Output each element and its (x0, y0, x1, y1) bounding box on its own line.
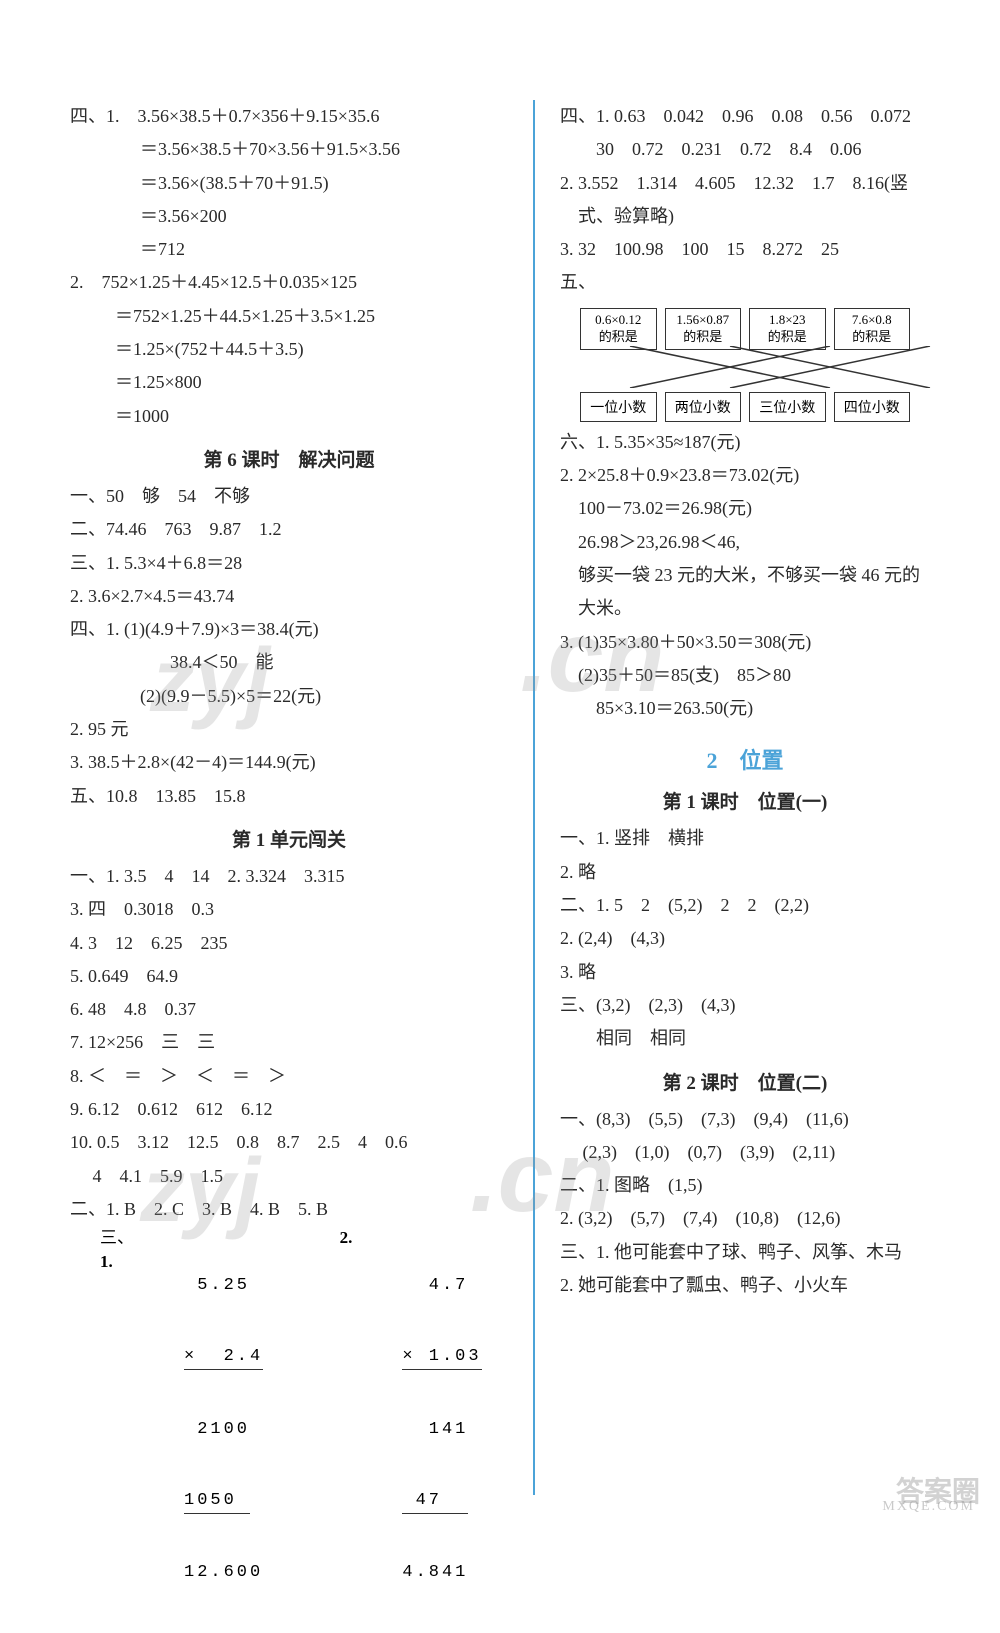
text-line: 2. 3.552 1.314 4.605 12.32 1.7 8.16(竖 (560, 167, 930, 200)
text-line: 二、1. 图略 (1,5) (560, 1169, 930, 1202)
text-line: 3. 四 0.3018 0.3 (70, 893, 508, 926)
text-line: 10. 0.5 3.12 12.5 0.8 8.7 2.5 4 0.6 (70, 1126, 508, 1159)
vertical-calculation: 三、1. 5.25 × 2.4 2100 1050 12.600 2. 4.7 … (70, 1226, 508, 1633)
text-line: 三、1. 5.3×4＋6.8＝28 (70, 547, 508, 580)
diagram-box: 1.8×23的积是 (749, 308, 826, 350)
text-line: 4. 3 12 6.25 235 (70, 927, 508, 960)
calc-row: 5.25 (184, 1274, 290, 1298)
diagram-box: 一位小数 (580, 392, 657, 422)
text-line: 9. 6.12 0.612 612 6.12 (70, 1093, 508, 1126)
text-line: 二、74.46 763 9.87 1.2 (70, 513, 508, 546)
text-line: 6. 48 4.8 0.37 (70, 993, 508, 1026)
matching-diagram: 0.6×0.12的积是 1.56×0.87的积是 1.8×23的积是 7.6×0… (580, 308, 910, 418)
text-line: ＝712 (70, 233, 508, 266)
diagram-box: 四位小数 (834, 392, 911, 422)
text-line: 2. 略 (560, 856, 930, 889)
text-line: 2. (3,2) (5,7) (7,4) (10,8) (12,6) (560, 1202, 930, 1235)
calc-column-2: 4.7 × 1.03 141 47 4.841 (402, 1226, 508, 1633)
chapter-title: 2 位置 (560, 743, 930, 775)
text-line: 26.98＞23,26.98＜46, (560, 526, 930, 559)
text-line: 六、1. 5.35×35≈187(元) (560, 426, 930, 459)
text-line: 三、(3,2) (2,3) (4,3) (560, 989, 930, 1022)
text-line: 一、1. 3.5 4 14 2. 3.324 3.315 (70, 860, 508, 893)
text-line: 五、10.8 13.85 15.8 (70, 780, 508, 813)
right-column: 四、1. 0.63 0.042 0.96 0.08 0.56 0.072 30 … (540, 100, 950, 1495)
column-divider (533, 100, 535, 1495)
text-line: 100－73.02＝26.98(元) (560, 492, 930, 525)
diagram-bottom-row: 一位小数 两位小数 三位小数 四位小数 (580, 392, 910, 422)
text-line: 2. 她可能套中了瓢虫、鸭子、小火车 (560, 1269, 930, 1302)
text-line: 一、1. 竖排 横排 (560, 822, 930, 855)
section-title: 第 1 单元闯关 (70, 825, 508, 852)
text-line: 7. 12×256 三 三 (70, 1026, 508, 1059)
text-line: 8. ＜ ＝ ＞ ＜ ＝ ＞ (70, 1060, 508, 1093)
calc-row: 2100 (184, 1418, 290, 1442)
calc-label: 三、1. (100, 1226, 134, 1633)
text-line: 3. 略 (560, 956, 930, 989)
text-line: 3. 38.5＋2.8×(42－4)＝144.9(元) (70, 746, 508, 779)
text-line: 二、1. B 2. C 3. B 4. B 5. B (70, 1193, 508, 1226)
text-line: 2. 95 元 (70, 713, 508, 746)
left-column: 四、1. 3.56×38.5＋0.7×356＋9.15×35.6 ＝3.56×3… (50, 100, 528, 1495)
text-line: 2. (2,4) (4,3) (560, 922, 930, 955)
text-line: 四、1. (1)(4.9＋7.9)×3＝38.4(元) (70, 613, 508, 646)
text-line: 5. 0.649 64.9 (70, 960, 508, 993)
text-line: 够买一袋 23 元的大米，不够买一袋 46 元的 (560, 559, 930, 592)
section-title: 第 1 课时 位置(一) (560, 787, 930, 814)
calc-row: × 2.4 (184, 1345, 290, 1370)
text-line: 2. 752×1.25＋4.45×12.5＋0.035×125 (70, 266, 508, 299)
calc-row: 4.7 (402, 1274, 508, 1298)
text-line: (2)(9.9－5.5)×5＝22(元) (70, 680, 508, 713)
calc-row: 141 (402, 1418, 508, 1442)
calc-row: 47 (402, 1489, 508, 1514)
text-line: 四、1. 0.63 0.042 0.96 0.08 0.56 0.072 (560, 100, 930, 133)
calc-row: 4.841 (402, 1561, 508, 1585)
text-line: ＝3.56×200 (70, 200, 508, 233)
text-line: 30 0.72 0.231 0.72 8.4 0.06 (560, 133, 930, 166)
text-line: 相同 相同 (560, 1022, 930, 1055)
text-line: ＝3.56×38.5＋70×3.56＋91.5×3.56 (70, 133, 508, 166)
text-line: 38.4＜50 能 (70, 646, 508, 679)
text-line: ＝1.25×800 (70, 366, 508, 399)
corner-url: MXQE.COM (882, 1499, 975, 1515)
calc-label: 2. (340, 1226, 353, 1633)
text-line: ＝1.25×(752＋44.5＋3.5) (70, 333, 508, 366)
text-line: 大米。 (560, 592, 930, 625)
text-line: 2. 2×25.8＋0.9×23.8＝73.02(元) (560, 459, 930, 492)
text-line: ＝3.56×(38.5＋70＋91.5) (70, 167, 508, 200)
text-line: 4 4.1 5.9 1.5 (70, 1160, 508, 1193)
text-line: 式、验算略) (560, 200, 930, 233)
text-line: ＝752×1.25＋44.5×1.25＋3.5×1.25 (70, 300, 508, 333)
text-line: 85×3.10＝263.50(元) (560, 692, 930, 725)
text-line: (2,3) (1,0) (0,7) (3,9) (2,11) (560, 1136, 930, 1169)
text-line: 四、1. 3.56×38.5＋0.7×356＋9.15×35.6 (70, 100, 508, 133)
diagram-box: 7.6×0.8的积是 (834, 308, 911, 350)
text-line: (2)35＋50＝85(支) 85＞80 (560, 659, 930, 692)
section-title: 第 2 课时 位置(二) (560, 1068, 930, 1095)
diagram-box: 0.6×0.12的积是 (580, 308, 657, 350)
text-line: ＝1000 (70, 400, 508, 433)
text-line: 三、1. 他可能套中了球、鸭子、风筝、木马 (560, 1236, 930, 1269)
diagram-box: 三位小数 (749, 392, 826, 422)
calc-column-1: 5.25 × 2.4 2100 1050 12.600 (184, 1226, 290, 1633)
text-line: 二、1. 5 2 (5,2) 2 2 (2,2) (560, 889, 930, 922)
page-container: 四、1. 3.56×38.5＋0.7×356＋9.15×35.6 ＝3.56×3… (0, 0, 1000, 1525)
text-line: 一、(8,3) (5,5) (7,3) (9,4) (11,6) (560, 1103, 930, 1136)
diagram-box: 1.56×0.87的积是 (665, 308, 742, 350)
diagram-top-row: 0.6×0.12的积是 1.56×0.87的积是 1.8×23的积是 7.6×0… (580, 308, 910, 350)
text-line: 一、50 够 54 不够 (70, 480, 508, 513)
text-line: 2. 3.6×2.7×4.5＝43.74 (70, 580, 508, 613)
diagram-box: 两位小数 (665, 392, 742, 422)
text-line: 3. (1)35×3.80＋50×3.50＝308(元) (560, 626, 930, 659)
section-title: 第 6 课时 解决问题 (70, 445, 508, 472)
calc-row: 12.600 (184, 1561, 290, 1585)
text-line: 3. 32 100.98 100 15 8.272 25 (560, 233, 930, 266)
calc-row: × 1.03 (402, 1345, 508, 1370)
calc-row: 1050 (184, 1489, 290, 1514)
diagram-connector-lines (580, 346, 980, 388)
text-line: 五、 (560, 266, 930, 299)
